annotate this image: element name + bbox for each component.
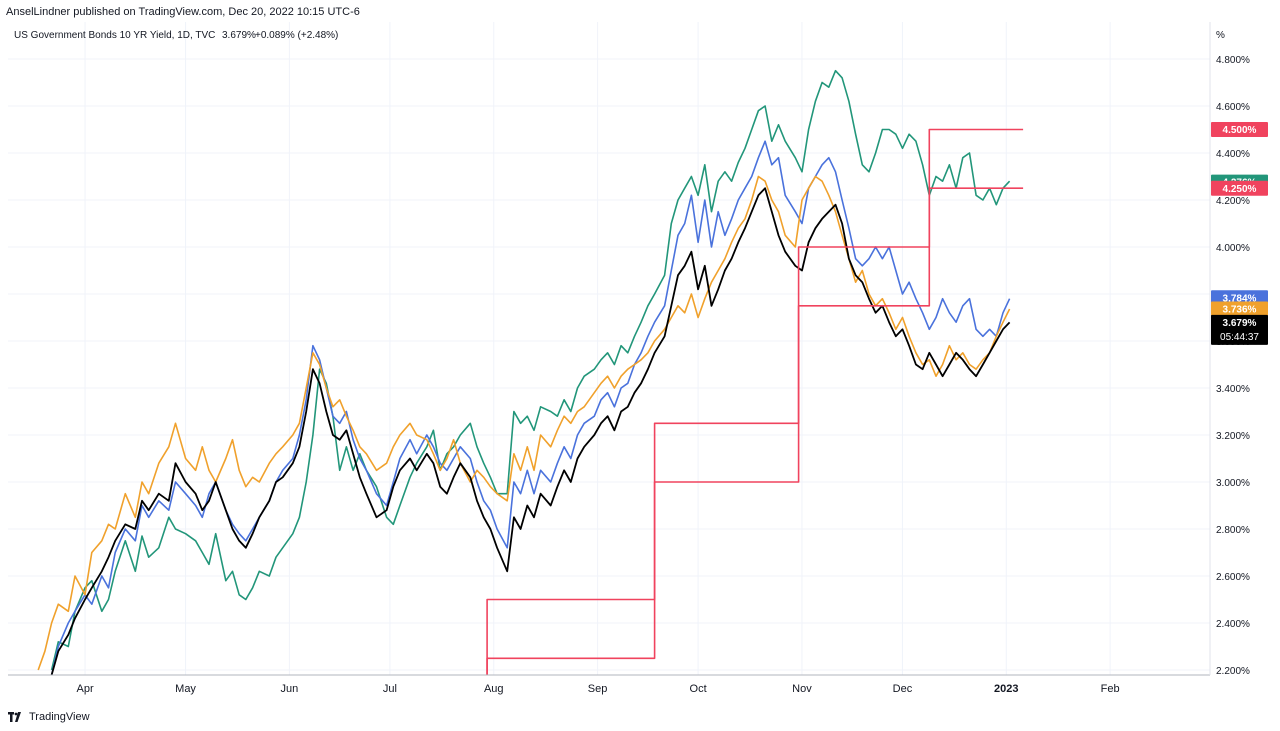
x-axis-ticks[interactable]: Apr May Jun Jul Aug Sep Oct Nov Dec 2023 Feb: [76, 683, 1119, 695]
x-tick-label: Oct: [690, 683, 707, 695]
y-tick-label: 4.800%: [1216, 55, 1250, 66]
y-tick-label: 3.000%: [1216, 478, 1250, 489]
tradingview-brand[interactable]: TradingView: [8, 711, 90, 723]
price-tag-text-fed-funds-upper: 4.500%: [1223, 125, 1257, 136]
price-tag-countdown: 05:44:37: [1220, 332, 1259, 343]
price-tag-fed-funds-lower: [1211, 180, 1268, 196]
x-tick-label: Nov: [792, 683, 812, 695]
series-line-fed-funds-upper: [486, 128, 1024, 675]
series-line-orange: [37, 175, 1011, 671]
x-tick-label: May: [175, 683, 196, 695]
y-tick-label: 4.400%: [1216, 149, 1250, 160]
x-tick-label: Dec: [893, 683, 913, 695]
x-tick-label: Jun: [281, 683, 299, 695]
series-line-black: [50, 187, 1011, 676]
series-line-blue: [50, 140, 1011, 676]
legend: US Government Bonds 10 YR Yield, 1D, TVC…: [14, 30, 1225, 41]
legend-symbol: US Government Bonds 10 YR Yield, 1D, TVC: [14, 30, 215, 41]
x-tick-label: 2023: [994, 683, 1018, 695]
yield-chart[interactable]: 2.200% 2.400% 2.600% 2.800% 3.000% 3.200% 3.40…: [0, 0, 1280, 704]
price-tag-text-blue: 3.784%: [1223, 293, 1257, 304]
price-tag-black: [1211, 314, 1268, 345]
footer: TradingView: [0, 704, 1280, 731]
x-tick-label: Aug: [484, 683, 504, 695]
x-tick-label: Jul: [383, 683, 397, 695]
series-line-fed-funds-lower: [486, 187, 1024, 675]
x-tick-label: Sep: [588, 683, 608, 695]
price-tag-orange: [1211, 301, 1268, 317]
y-tick-label: 3.400%: [1216, 384, 1250, 395]
y-tick-label: 4.600%: [1216, 102, 1250, 113]
y-tick-label: 2.200%: [1216, 666, 1250, 677]
y-tick-label: 3.200%: [1216, 431, 1250, 442]
tradingview-name: TradingView: [29, 711, 90, 723]
price-tag-text-black: 3.679%: [1223, 318, 1257, 329]
legend-change: +0.089% (+2.48%): [255, 30, 338, 41]
series-line-teal: [50, 69, 1011, 671]
axis-layer: [8, 22, 1211, 676]
y-tick-label: 2.800%: [1216, 525, 1250, 536]
legend-price: 3.679%: [222, 30, 256, 41]
y-tick-label: 4.000%: [1216, 243, 1250, 254]
x-tick-label: Apr: [76, 683, 93, 695]
price-tag-blue: [1211, 290, 1268, 306]
y-tick-label: 2.600%: [1216, 572, 1250, 583]
tradingview-logo-icon: [8, 712, 21, 722]
price-tag-text-orange: 3.736%: [1223, 305, 1257, 316]
y-tick-label: 4.200%: [1216, 196, 1250, 207]
x-tick-label: Feb: [1101, 683, 1120, 695]
series-layer: [37, 69, 1024, 676]
publish-info: AnselLindner published on TradingView.co…: [6, 6, 360, 18]
publish-header: AnselLindner published on TradingView.co…: [0, 0, 1280, 24]
y-unit-label: %: [1216, 30, 1225, 41]
price-tag-fed-funds-upper: [1211, 122, 1268, 137]
chart-grid: [8, 22, 1210, 675]
y-axis-ticks[interactable]: 2.200% 2.400% 2.600% 2.800% 3.000% 3.200% 3.40…: [1216, 55, 1250, 677]
price-labels: 4.276%3.784%3.736%3.679%05:44:374.500%4.…: [1211, 122, 1268, 345]
price-tag-text-fed-funds-lower: 4.250%: [1223, 184, 1257, 195]
y-tick-label: 2.400%: [1216, 619, 1250, 630]
